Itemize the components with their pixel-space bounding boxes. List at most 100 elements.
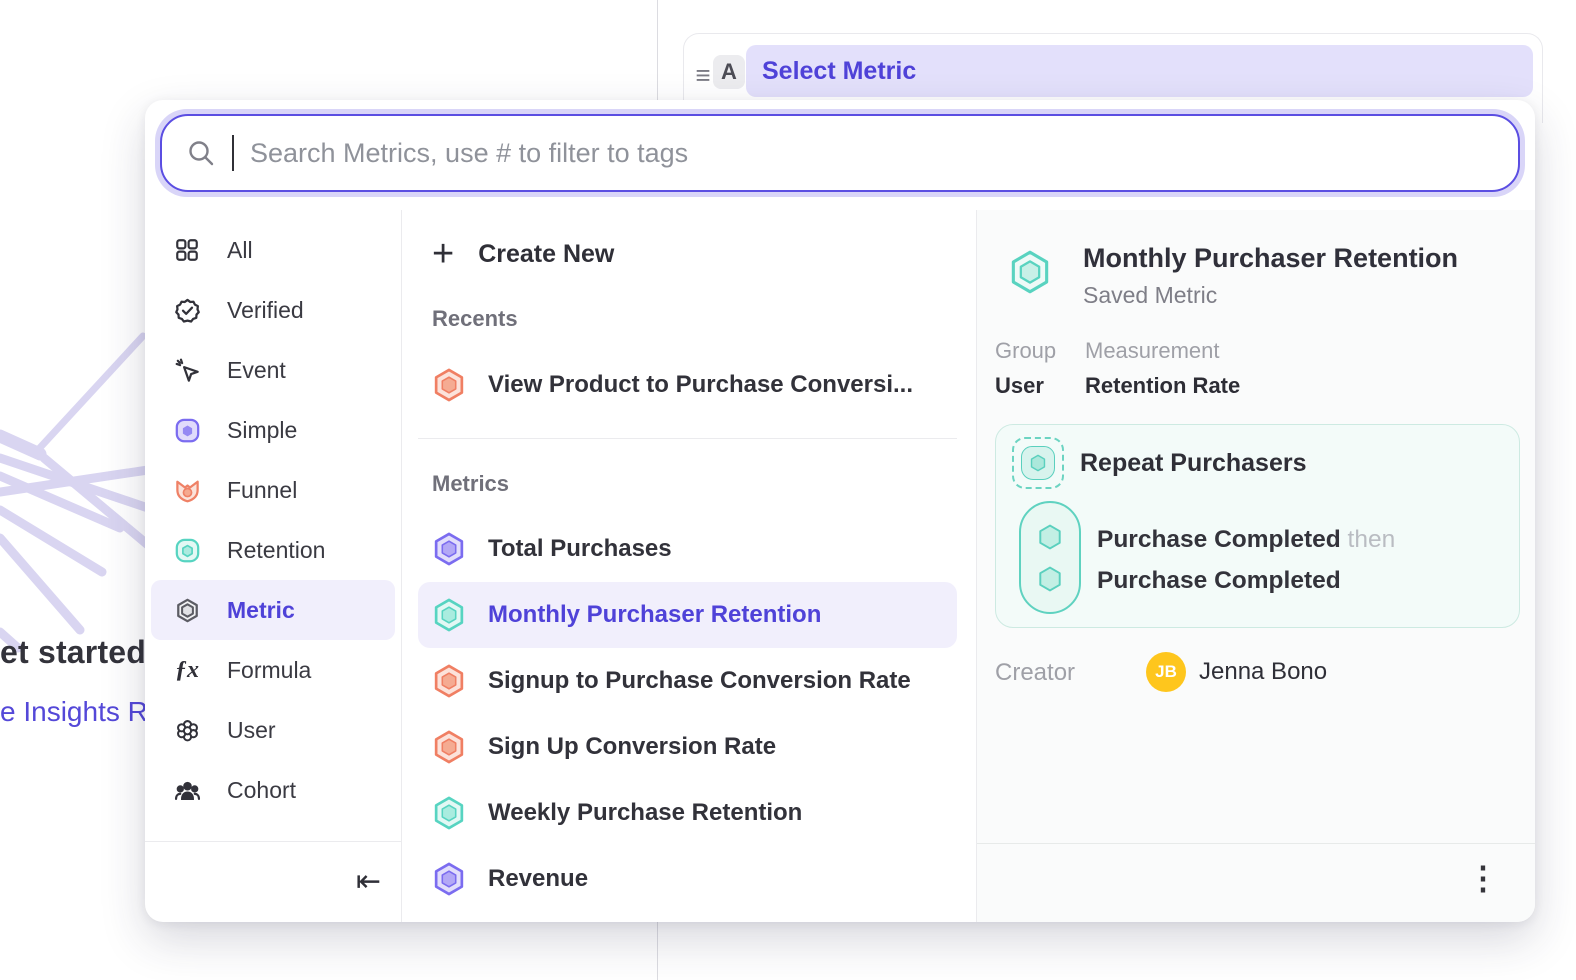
sidebar-item-all[interactable]: All <box>151 220 395 280</box>
event-sequence-pill <box>1019 501 1081 614</box>
group-meta: Group User <box>995 338 1056 399</box>
search-input[interactable] <box>250 138 1494 169</box>
metric-selector-popup: All Verified <box>145 100 1535 922</box>
sidebar-footer: ⇤ <box>145 841 401 922</box>
recent-item-label: View Product to Purchase Conversi... <box>488 371 913 399</box>
metrics-section-label: Metrics <box>432 471 509 497</box>
metric-hexagon-icon <box>432 728 466 766</box>
sidebar-item-formula[interactable]: ƒx Formula <box>151 640 395 700</box>
sidebar-item-label: User <box>227 717 276 744</box>
collapse-sidebar-icon[interactable]: ⇤ <box>356 867 381 897</box>
measurement-meta: Measurement Retention Rate <box>1085 338 1240 399</box>
behavior-title: Repeat Purchasers <box>1080 449 1307 478</box>
sidebar-item-user[interactable]: User <box>151 700 395 760</box>
metric-item-monthly-purchaser-retention[interactable]: Monthly Purchaser Retention <box>418 582 957 648</box>
funnel-metric-hexagon-icon <box>432 366 466 404</box>
metric-item-label: Monthly Purchaser Retention <box>488 601 821 629</box>
metric-item-weekly-purchase-retention[interactable]: Weekly Purchase Retention <box>418 780 957 846</box>
metric-item-sign-up-conversion-rate[interactable]: Sign Up Conversion Rate <box>418 714 957 780</box>
cohort-icon <box>173 776 201 804</box>
sidebar-item-label: Cohort <box>227 777 296 804</box>
step1-event: Purchase Completed <box>1097 526 1341 553</box>
group-value: User <box>995 373 1056 399</box>
retention-icon <box>173 536 201 564</box>
list-divider <box>418 438 957 439</box>
select-metric-button[interactable]: Select Metric <box>746 45 1533 97</box>
metric-item-label: Sign Up Conversion Rate <box>488 733 776 761</box>
metric-hexagon-icon <box>432 596 466 634</box>
recent-metric-item[interactable]: View Product to Purchase Conversi... <box>432 360 913 410</box>
sidebar-item-cohort[interactable]: Cohort <box>151 760 395 820</box>
sidebar-item-funnel[interactable]: Funnel <box>151 460 395 520</box>
creator-label: Creator <box>995 659 1075 687</box>
metric-item-label: Total Purchases <box>488 535 672 563</box>
saved-metric-hexagon-icon <box>1008 248 1052 296</box>
sidebar-item-event[interactable]: Event <box>151 340 395 400</box>
measurement-label: Measurement <box>1085 338 1240 364</box>
funnel-icon <box>173 476 201 504</box>
metric-detail-panel: Monthly Purchaser Retention Saved Metric… <box>977 210 1535 922</box>
sidebar-item-label: Retention <box>227 537 325 564</box>
metric-hexagon-icon <box>432 860 466 898</box>
saved-metric-definition-card: Repeat Purchasers Purchase Completed the… <box>995 424 1520 628</box>
event-hexagon-icon <box>1036 564 1064 594</box>
event-sequence-text: Purchase Completed then Purchase Complet… <box>1097 519 1395 601</box>
kebab-menu-icon[interactable]: ⋮ <box>1467 862 1499 894</box>
recents-section-label: Recents <box>432 306 518 332</box>
metric-hexagon-icon <box>173 596 201 624</box>
search-field-ring <box>155 109 1525 197</box>
metric-hexagon-icon <box>432 794 466 832</box>
creator-name: Jenna Bono <box>1199 658 1327 686</box>
sidebar-item-label: Event <box>227 357 286 384</box>
sidebar-item-verified[interactable]: Verified <box>151 280 395 340</box>
metric-hexagon-icon <box>432 530 466 568</box>
simple-metric-icon <box>173 416 201 444</box>
text-cursor <box>232 135 234 171</box>
step1-connector: then <box>1348 526 1396 553</box>
sidebar-item-label: All <box>227 237 253 264</box>
metric-item-label: Signup to Purchase Conversion Rate <box>488 667 911 695</box>
metric-selector-screen: et started. e Insights Re ≡ A Select Met… <box>0 0 1576 980</box>
create-new-button[interactable]: + Create New <box>432 230 614 278</box>
formula-icon: ƒx <box>173 656 201 684</box>
event-cursor-icon <box>173 356 201 384</box>
sidebar-item-label: Simple <box>227 417 297 444</box>
metric-item-revenue[interactable]: Revenue <box>418 846 957 912</box>
group-label: Group <box>995 338 1056 364</box>
create-new-label: Create New <box>478 240 614 269</box>
retention-behavior-icon <box>1012 437 1064 489</box>
metric-item-signup-to-purchase-conversion-rate[interactable]: Signup to Purchase Conversion Rate <box>418 648 957 714</box>
sidebar-item-metric[interactable]: Metric <box>151 580 395 640</box>
detail-title: Monthly Purchaser Retention <box>1083 243 1458 274</box>
sidebar-item-label: Metric <box>227 597 295 624</box>
metric-list-column: + Create New Recents View Product to Pur… <box>402 210 977 922</box>
plus-icon: + <box>432 234 454 274</box>
sidebar-item-retention[interactable]: Retention <box>151 520 395 580</box>
select-metric-label: Select Metric <box>762 57 916 86</box>
event-hexagon-icon <box>1036 522 1064 552</box>
sidebar-item-label: Formula <box>227 657 311 684</box>
metric-hexagon-icon <box>432 662 466 700</box>
metric-item-total-purchases[interactable]: Total Purchases <box>418 516 957 582</box>
metric-item-label: Revenue <box>488 865 588 893</box>
sidebar-item-label: Verified <box>227 297 304 324</box>
verified-badge-icon <box>173 296 201 324</box>
block-letter-badge: A <box>713 55 745 89</box>
background-insights-link[interactable]: e Insights Re <box>0 696 163 728</box>
detail-footer: ⋮ <box>977 843 1535 922</box>
creator-avatar: JB <box>1146 652 1186 692</box>
sidebar-item-simple[interactable]: Simple <box>151 400 395 460</box>
sidebar-item-label: Funnel <box>227 477 297 504</box>
grid-icon <box>173 236 201 264</box>
filter-sidebar: All Verified <box>145 210 402 922</box>
metrics-list: Total Purchases Monthly Purchaser Retent… <box>418 516 957 912</box>
user-cluster-icon <box>173 716 201 744</box>
metric-item-label: Weekly Purchase Retention <box>488 799 802 827</box>
hexagon-icon <box>1029 453 1047 473</box>
search-field[interactable] <box>160 114 1520 192</box>
measurement-value: Retention Rate <box>1085 373 1240 399</box>
step2-event: Purchase Completed <box>1097 560 1395 601</box>
search-icon <box>186 138 216 168</box>
detail-subtitle: Saved Metric <box>1083 282 1217 309</box>
background-headline-fragment: et started. <box>0 634 155 671</box>
